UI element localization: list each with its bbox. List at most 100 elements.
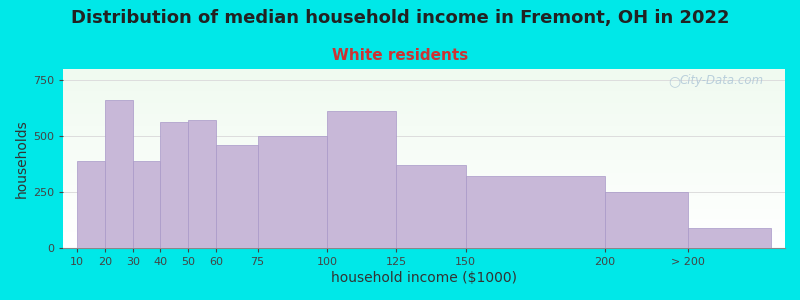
Bar [63,190,785,192]
Bar [397,165,466,248]
Bar [63,237,785,239]
Bar [63,166,785,167]
Bar [63,244,785,246]
Bar [63,160,785,162]
Bar [63,130,785,132]
Bar [258,136,327,248]
Bar [63,212,785,214]
Bar [63,78,785,80]
Bar [63,175,785,176]
Bar [63,135,785,137]
Bar [63,210,785,212]
Bar [63,73,785,74]
Bar [63,82,785,83]
Bar [63,162,785,164]
Bar [63,132,785,134]
Bar [63,92,785,94]
Bar [63,207,785,208]
Bar [63,173,785,175]
Bar [63,153,785,155]
Bar [63,91,785,92]
Bar [63,119,785,121]
Bar [63,157,785,158]
Text: Distribution of median household income in Fremont, OH in 2022: Distribution of median household income … [70,9,730,27]
Bar [605,192,688,248]
Bar [63,219,785,221]
Bar [63,85,785,87]
Bar [63,169,785,171]
Bar [63,76,785,78]
Bar [63,198,785,200]
Bar [63,218,785,219]
Bar [63,164,785,166]
Bar [63,140,785,142]
Bar [216,145,258,248]
Bar [63,148,785,149]
Bar [63,183,785,185]
Bar [63,239,785,241]
Bar [63,178,785,180]
Bar [63,235,785,237]
Text: White residents: White residents [332,48,468,63]
Bar [63,192,785,194]
Bar [105,100,133,248]
Bar [63,200,785,201]
Bar [63,134,785,135]
Bar [63,144,785,146]
X-axis label: household income ($1000): household income ($1000) [331,271,517,285]
Bar [63,149,785,151]
Bar [63,69,785,71]
Bar [63,123,785,124]
Bar [63,99,785,101]
Bar [63,96,785,98]
Bar [63,232,785,233]
Bar [63,187,785,189]
Bar [63,71,785,73]
Bar [63,167,785,169]
Bar [63,205,785,207]
Bar [63,196,785,198]
Bar [63,108,785,110]
Bar [63,128,785,130]
Bar [63,98,785,99]
Bar [63,230,785,232]
Bar [63,110,785,112]
Bar [63,151,785,153]
Bar [63,194,785,196]
Bar [63,208,785,210]
Bar [63,171,785,173]
Bar [63,214,785,216]
Bar [63,221,785,223]
Bar [63,246,785,248]
Bar [63,74,785,76]
Bar [63,105,785,106]
Bar [63,94,785,96]
Bar [63,201,785,203]
Bar [77,160,105,248]
Bar [63,182,785,183]
Bar [63,137,785,139]
Bar [63,126,785,128]
Bar [63,101,785,103]
Bar [63,117,785,119]
Bar [63,87,785,89]
Bar [63,83,785,85]
Bar [327,112,397,248]
Bar [63,226,785,228]
Bar [63,139,785,140]
Bar [688,228,771,248]
Bar [63,124,785,126]
Bar [63,114,785,116]
Bar [63,103,785,105]
Bar [63,185,785,187]
Bar [63,158,785,160]
Text: ○: ○ [668,74,680,88]
Bar [63,121,785,123]
Bar [63,80,785,82]
Text: City-Data.com: City-Data.com [679,74,763,87]
Bar [63,146,785,148]
Bar [133,160,161,248]
Bar [63,155,785,157]
Y-axis label: households: households [15,119,29,198]
Bar [63,203,785,205]
